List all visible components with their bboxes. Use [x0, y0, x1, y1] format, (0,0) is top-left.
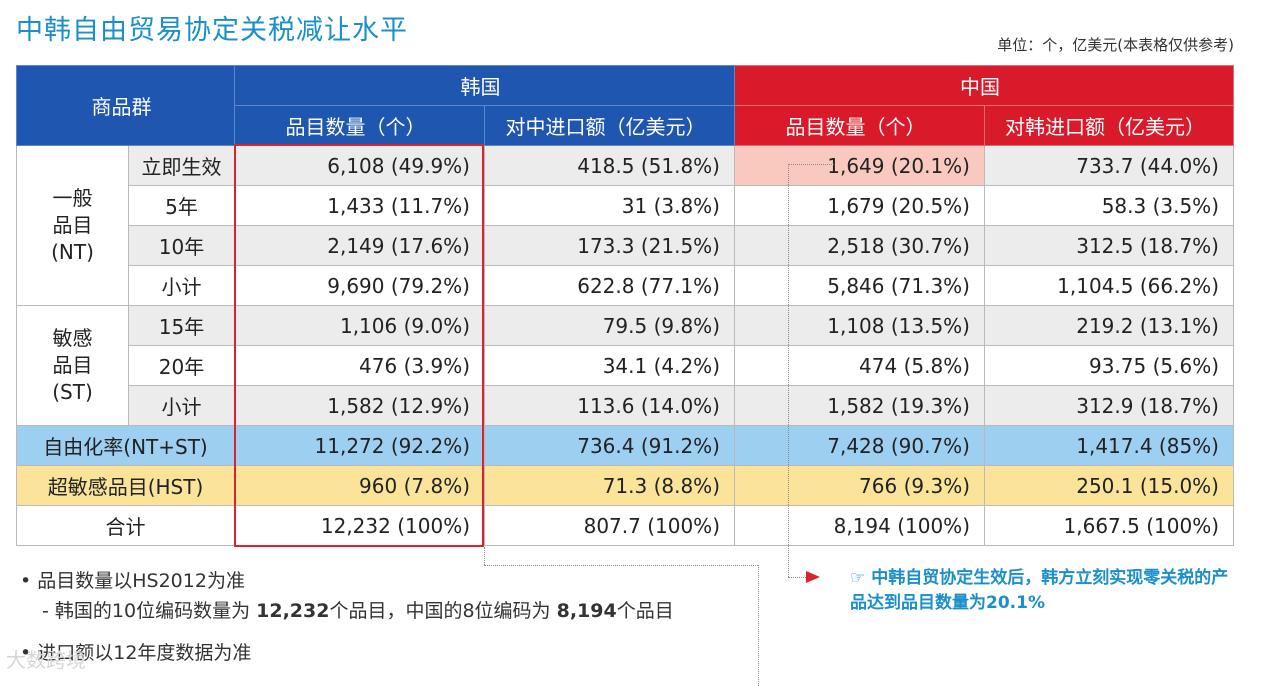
- row-label: 小计: [128, 265, 235, 306]
- cn-items-cell: 8,194 (100%): [734, 505, 985, 546]
- header-group-col: 商品群: [16, 65, 235, 146]
- row-label: 合计: [16, 505, 235, 546]
- kr-import-cell: 34.1 (4.2%): [484, 345, 735, 386]
- cn-items-cell-highlight: 1,649 (20.1%): [734, 145, 985, 186]
- kr-items-cell: 960 (7.8%): [234, 465, 485, 506]
- cn-import-cell: 312.9 (18.7%): [984, 385, 1234, 426]
- kr-import-cell: 31 (3.8%): [484, 185, 735, 226]
- connector-line-left: [484, 547, 485, 565]
- table-row: 20年 476 (3.9%) 34.1 (4.2%) 474 (5.8%) 93…: [17, 345, 1234, 386]
- kr-items-cell: 11,272 (92.2%): [234, 425, 485, 466]
- connector-line-left-h: [484, 565, 758, 566]
- group-nt-label: 一般 品目 (NT): [16, 145, 129, 306]
- footnotes: • 品目数量以HS2012为准 - 韩国的10位编码数量为 12,232个品目，…: [20, 566, 674, 668]
- cn-import-cell: 58.3 (3.5%): [984, 185, 1234, 226]
- table-row-hst: 超敏感品目(HST) 960 (7.8%) 71.3 (8.8%) 766 (9…: [16, 465, 1234, 506]
- cn-import-cell: 250.1 (15.0%): [984, 465, 1234, 506]
- kr-items-cell: 9,690 (79.2%): [234, 265, 485, 306]
- header-cn-items: 品目数量（个）: [734, 105, 985, 146]
- header-row-1: 商品群 韩国 中国: [16, 65, 1234, 146]
- kr-import-cell: 113.6 (14.0%): [484, 385, 735, 426]
- kr-items-cell: 476 (3.9%): [234, 345, 485, 386]
- kr-import-cell: 418.5 (51.8%): [484, 145, 735, 186]
- cn-import-cell: 1,667.5 (100%): [984, 505, 1234, 546]
- row-label: 10年: [128, 225, 235, 266]
- tariff-table: 商品群 韩国 中国 品目数量（个） 对中进口额（亿美元） 品目数量（个） 对韩进…: [16, 65, 1234, 546]
- pointing-hand-icon: ☞: [850, 568, 866, 588]
- note-part: 个品目，中国的8位编码为: [329, 600, 557, 622]
- table-row: 10年 2,149 (17.6%) 173.3 (21.5%) 2,518 (3…: [17, 225, 1234, 266]
- cn-items-cell: 766 (9.3%): [734, 465, 985, 506]
- note-part: - 韩国的10位编码数量为: [42, 600, 257, 622]
- kr-import-cell: 79.5 (9.8%): [484, 305, 735, 346]
- kr-items-cell: 1,106 (9.0%): [234, 305, 485, 346]
- connector-line-right-h2: [788, 577, 806, 578]
- kr-import-cell: 173.3 (21.5%): [484, 225, 735, 266]
- note-china-count: 8,194: [556, 600, 617, 622]
- watermark: 大数跨境: [6, 648, 86, 672]
- group-st-label: 敏感 品目 (ST): [16, 305, 129, 426]
- note-import-year: • 进口额以12年度数据为准: [20, 642, 252, 664]
- note-korea-count: 12,232: [256, 600, 330, 622]
- kr-items-cell: 6,108 (49.9%): [234, 145, 485, 186]
- note-hs2012: • 品目数量以HS2012为准: [20, 570, 245, 592]
- cn-import-cell: 312.5 (18.7%): [984, 225, 1234, 266]
- table-row-liberalization: 自由化率(NT+ST) 11,272 (92.2%) 736.4 (91.2%)…: [16, 425, 1234, 466]
- row-label: 5年: [128, 185, 235, 226]
- header-china: 中国: [734, 65, 1234, 106]
- cn-import-cell: 219.2 (13.1%): [984, 305, 1234, 346]
- cn-items-cell: 1,582 (19.3%): [734, 385, 985, 426]
- cn-import-cell: 1,104.5 (66.2%): [984, 265, 1234, 306]
- cn-items-cell: 1,108 (13.5%): [734, 305, 985, 346]
- table-row-total: 合计 12,232 (100%) 807.7 (100%) 8,194 (100…: [16, 505, 1234, 546]
- connector-line-left-v2: [758, 565, 759, 686]
- note-code-count: - 韩国的10位编码数量为 12,232个品目，中国的8位编码为 8,194个品…: [20, 596, 674, 626]
- arrow-right-icon: [806, 571, 820, 583]
- row-label: 20年: [128, 345, 235, 386]
- row-label: 超敏感品目(HST): [16, 465, 235, 506]
- row-label: 立即生效: [128, 145, 235, 186]
- table-row: 一般 品目 (NT) 立即生效 6,108 (49.9%) 418.5 (51.…: [16, 145, 1234, 306]
- callout-text: 中韩自贸协定生效后，韩方立刻实现零关税的产品达到品目数量为20.1%: [850, 568, 1229, 613]
- kr-items-cell: 1,433 (11.7%): [234, 185, 485, 226]
- group-nt-text: 一般 品目 (NT): [51, 186, 94, 264]
- table-row: 5年 1,433 (11.7%) 31 (3.8%) 1,679 (20.5%)…: [17, 185, 1234, 226]
- cn-items-cell: 5,846 (71.3%): [734, 265, 985, 306]
- cn-items-cell: 7,428 (90.7%): [734, 425, 985, 466]
- cn-items-cell: 474 (5.8%): [734, 345, 985, 386]
- kr-import-cell: 736.4 (91.2%): [484, 425, 735, 466]
- unit-note: 单位：个，亿美元(本表格仅供参考): [997, 36, 1234, 54]
- row-label: 15年: [128, 305, 235, 346]
- kr-import-cell: 622.8 (77.1%): [484, 265, 735, 306]
- row-label: 小计: [128, 385, 235, 426]
- cn-items-cell: 1,679 (20.5%): [734, 185, 985, 226]
- table-row: 小计 9,690 (79.2%) 622.8 (77.1%) 5,846 (71…: [17, 265, 1234, 306]
- connector-line-right-v: [788, 164, 789, 577]
- callout-note: ☞ 中韩自贸协定生效后，韩方立刻实现零关税的产品达到品目数量为20.1%: [850, 566, 1240, 616]
- kr-import-cell: 71.3 (8.8%): [484, 465, 735, 506]
- group-st-text: 敏感 品目 (ST): [52, 326, 93, 404]
- cn-items-cell: 2,518 (30.7%): [734, 225, 985, 266]
- page-title: 中韩自由贸易协定关税减让水平: [16, 15, 408, 46]
- table-row: 敏感 品目 (ST) 15年 1,106 (9.0%) 79.5 (9.8%) …: [16, 305, 1234, 426]
- kr-items-cell: 1,582 (12.9%): [234, 385, 485, 426]
- kr-items-cell: 12,232 (100%): [234, 505, 485, 546]
- header-korea: 韩国: [234, 65, 735, 106]
- note-part: 个品目: [616, 600, 674, 622]
- header-cn-import: 对韩进口额（亿美元）: [984, 105, 1234, 146]
- kr-items-cell: 2,149 (17.6%): [234, 225, 485, 266]
- row-label: 自由化率(NT+ST): [16, 425, 235, 466]
- connector-line-right-h: [788, 164, 834, 165]
- cn-import-cell: 93.75 (5.6%): [984, 345, 1234, 386]
- cn-import-cell: 733.7 (44.0%): [984, 145, 1234, 186]
- kr-import-cell: 807.7 (100%): [484, 505, 735, 546]
- header-kr-items: 品目数量（个）: [234, 105, 485, 146]
- cn-import-cell: 1,417.4 (85%): [984, 425, 1234, 466]
- header-row-2: 品目数量（个） 对中进口额（亿美元） 品目数量（个） 对韩进口额（亿美元）: [17, 105, 1234, 146]
- table-row: 小计 1,582 (12.9%) 113.6 (14.0%) 1,582 (19…: [17, 385, 1234, 426]
- header-kr-import: 对中进口额（亿美元）: [484, 105, 735, 146]
